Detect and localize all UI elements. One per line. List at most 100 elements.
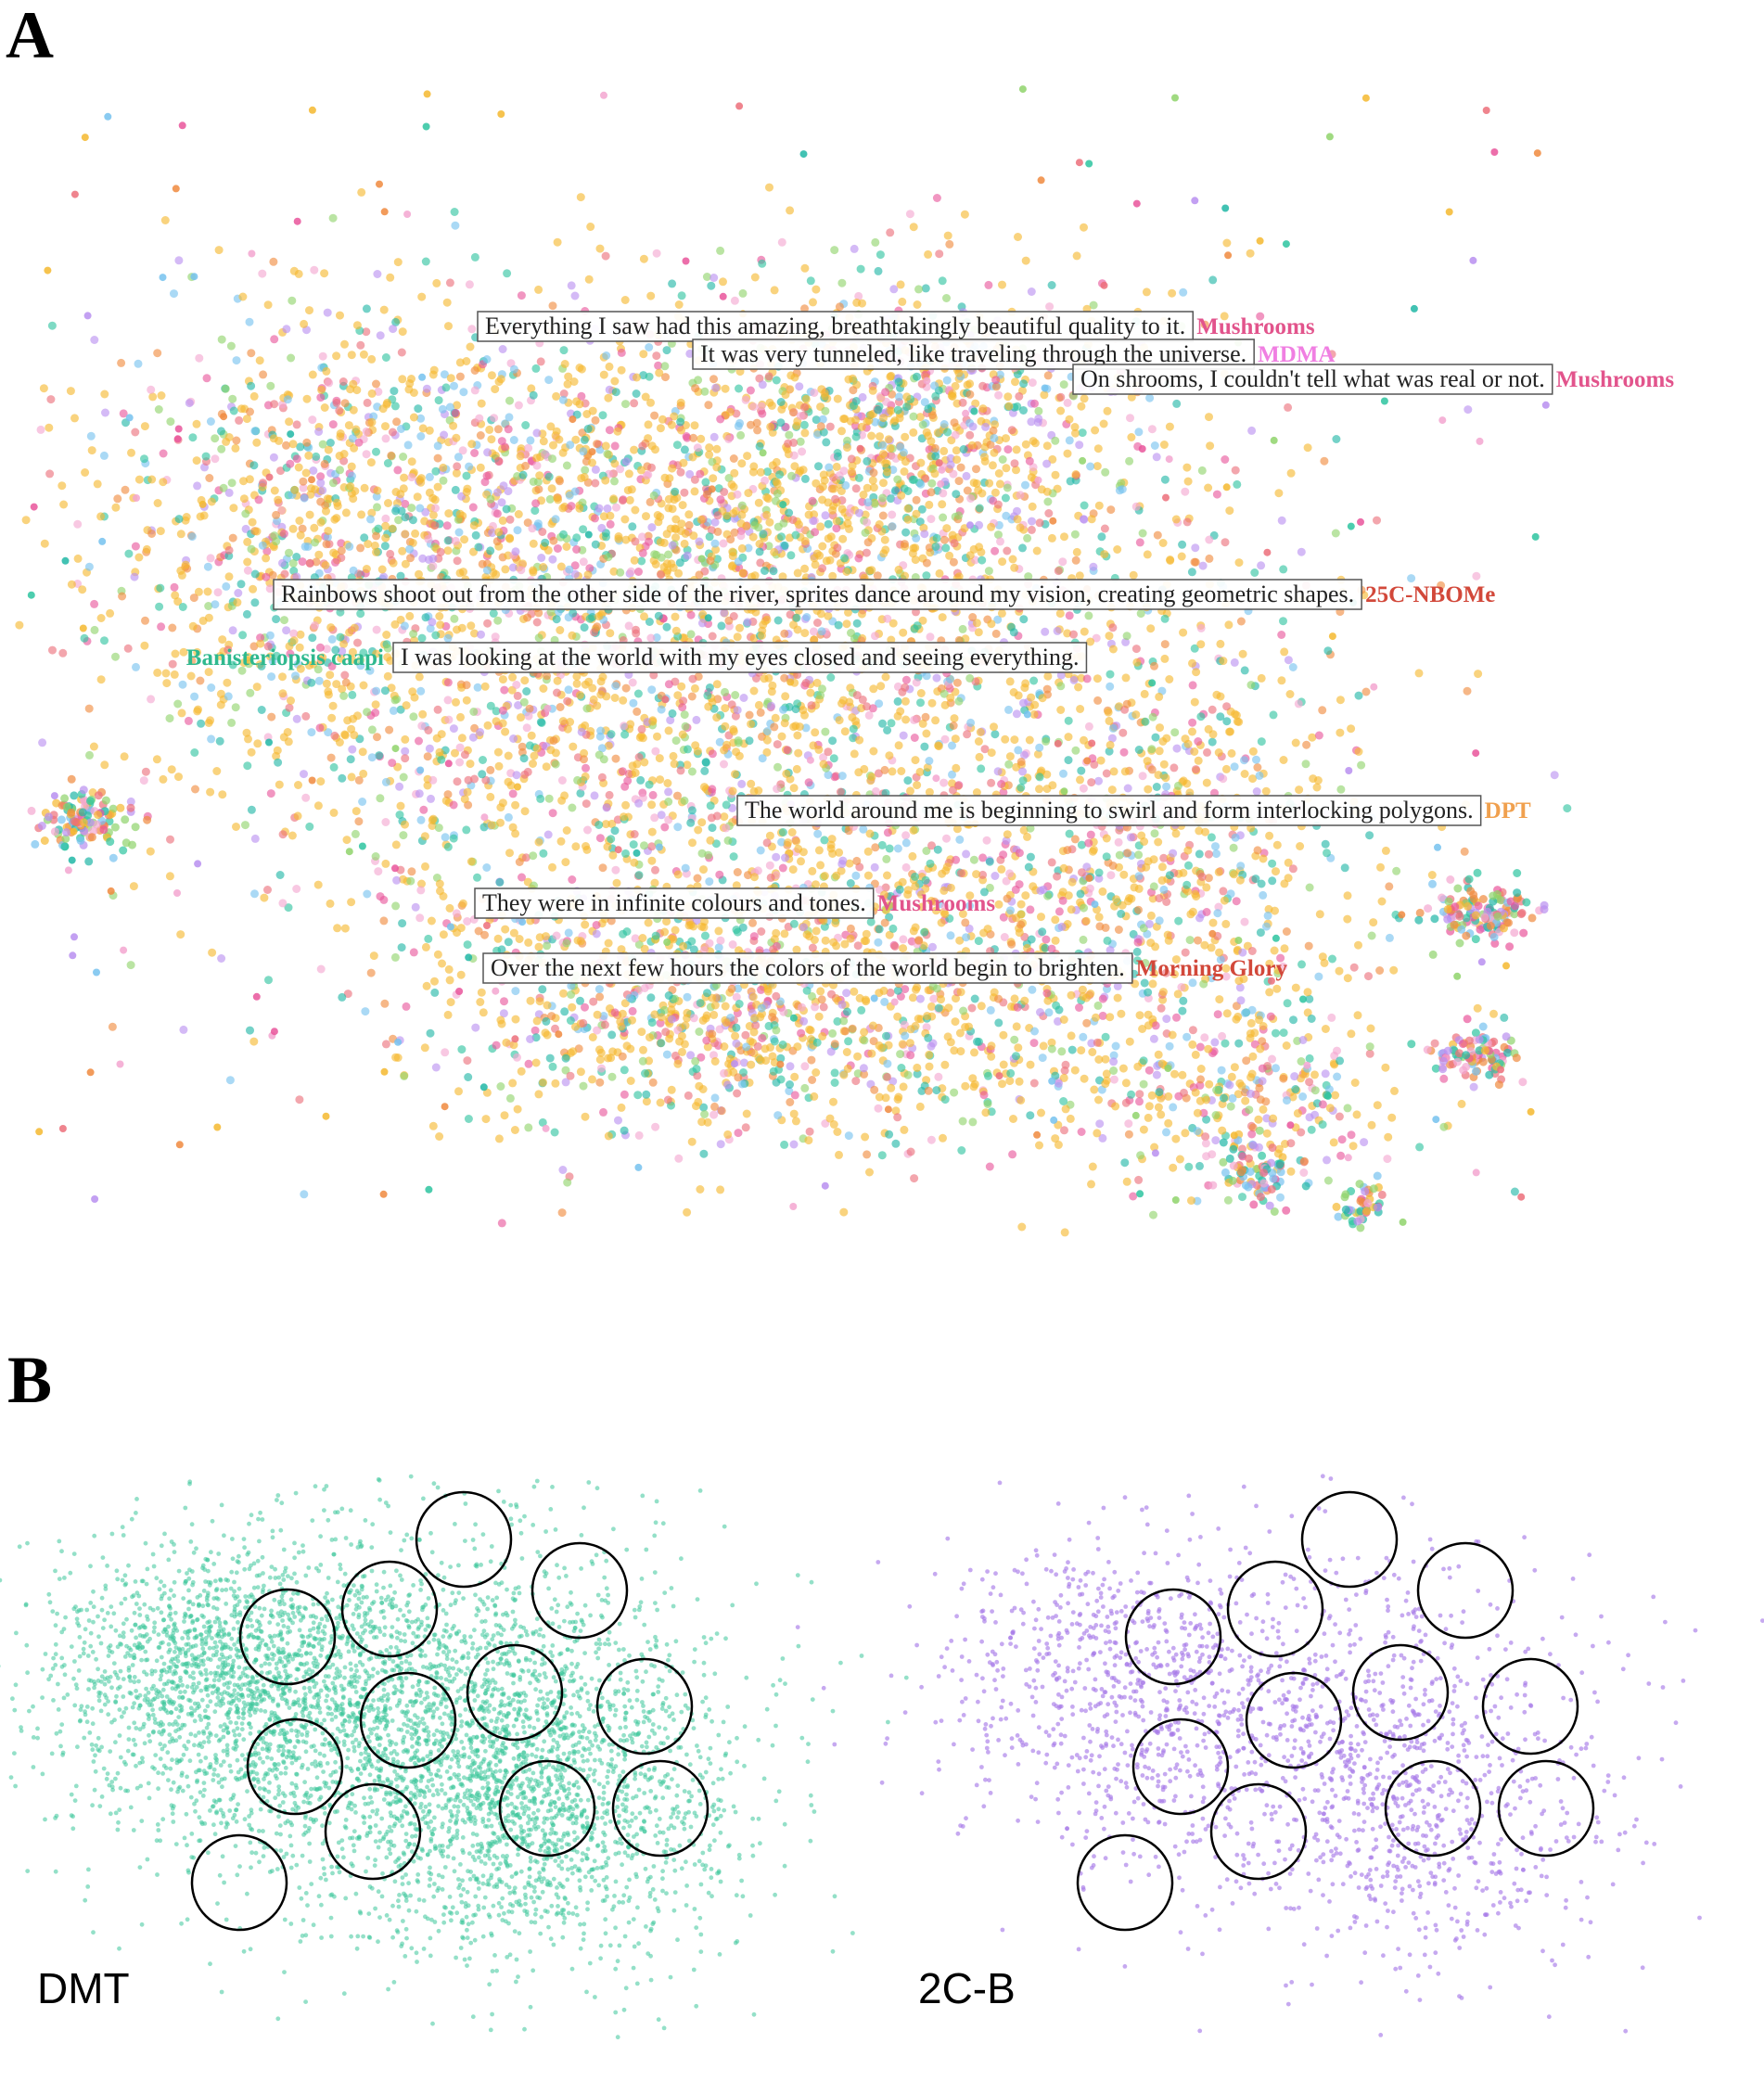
- scatter-point: [577, 364, 586, 374]
- scatter-point: [814, 1012, 824, 1021]
- scatter-point: [1023, 943, 1031, 952]
- scatter-point: [140, 641, 149, 650]
- scatter-point: [1012, 709, 1021, 719]
- scatter-point: [802, 613, 812, 621]
- scatter-point: [747, 420, 755, 429]
- scatter-point: [901, 528, 911, 537]
- scatter-point: [1052, 1001, 1061, 1010]
- scatter-point: [582, 704, 592, 713]
- scatter-point: [780, 1140, 789, 1149]
- scatter-point: [1015, 1077, 1024, 1086]
- scatter-point: [159, 449, 168, 458]
- scatter-point: [1012, 1022, 1021, 1031]
- scatter-point: [598, 411, 607, 420]
- scatter-point: [1172, 1013, 1181, 1022]
- scatter-point: [552, 931, 561, 940]
- scatter-point: [1053, 626, 1062, 635]
- scatter-point: [408, 687, 417, 696]
- scatter-point: [1012, 1052, 1020, 1061]
- scatter-point: [228, 394, 237, 403]
- scatter-point: [863, 517, 872, 527]
- scatter-point: [562, 461, 571, 470]
- scatter-point: [1108, 645, 1118, 654]
- scatter-point: [863, 1150, 872, 1159]
- scatter-point: [924, 1033, 933, 1042]
- scatter-point: [664, 504, 673, 513]
- scatter-point: [630, 445, 639, 454]
- scatter-point: [640, 612, 648, 621]
- scatter-point: [207, 734, 216, 744]
- scatter-point: [312, 452, 321, 461]
- scatter-point: [925, 1062, 934, 1071]
- scatter-point: [704, 850, 713, 860]
- scatter-point: [756, 708, 765, 717]
- scatter-point: [359, 350, 368, 359]
- scatter-point: [999, 1030, 1008, 1040]
- scatter-point: [791, 721, 800, 731]
- scatter-point: [987, 778, 996, 787]
- scatter-point: [1367, 931, 1376, 940]
- scatter-point: [1463, 686, 1472, 696]
- scatter-point: [893, 696, 902, 706]
- scatter-point: [1563, 804, 1572, 813]
- scatter-point: [720, 488, 729, 496]
- scatter-point: [575, 504, 584, 513]
- scatter-point: [464, 1115, 473, 1123]
- scatter-point: [874, 938, 883, 947]
- scatter-point: [816, 691, 825, 700]
- scatter-point: [1336, 785, 1346, 794]
- scatter-point: [1013, 515, 1022, 524]
- scatter-point: [459, 568, 467, 577]
- scatter-point: [597, 772, 607, 782]
- scatter-point: [536, 794, 545, 803]
- scatter-point: [1274, 489, 1284, 498]
- scatter-point: [170, 670, 179, 679]
- scatter-point: [500, 685, 509, 695]
- scatter-point: [1225, 506, 1234, 516]
- scatter-point: [1474, 670, 1483, 679]
- scatter-point: [96, 675, 106, 684]
- scatter-point: [897, 1064, 906, 1072]
- scatter-point: [781, 853, 789, 862]
- scatter-point: [527, 731, 536, 740]
- scatter-point: [987, 522, 996, 531]
- scatter-point: [549, 736, 558, 746]
- scatter-point: [609, 494, 619, 504]
- scatter-point: [668, 709, 677, 718]
- scatter-point: [1008, 555, 1017, 564]
- scatter-point: [851, 1077, 861, 1086]
- scatter-point: [553, 676, 562, 685]
- scatter-point: [937, 918, 946, 927]
- scatter-point: [894, 1092, 903, 1102]
- scatter-point: [662, 530, 671, 539]
- scatter-point: [636, 775, 646, 785]
- scatter-point: [715, 870, 724, 879]
- scatter-point: [444, 322, 453, 331]
- scatter-point: [285, 703, 294, 712]
- scatter-point: [794, 520, 803, 530]
- scatter-point: [1234, 1012, 1243, 1021]
- scatter-point: [1240, 770, 1249, 778]
- scatter-point: [632, 389, 641, 398]
- scatter-point: [612, 878, 621, 887]
- scatter-point: [259, 370, 268, 379]
- scatter-point: [388, 759, 397, 768]
- scatter-point: [398, 919, 407, 928]
- scatter-point: [386, 273, 395, 282]
- scatter-point: [1277, 631, 1286, 639]
- scatter-point: [519, 697, 529, 707]
- scatter-point: [621, 683, 631, 693]
- scatter-point: [915, 767, 925, 776]
- scatter-point: [671, 487, 680, 496]
- scatter-point: [512, 681, 521, 689]
- scatter-point: [431, 631, 441, 640]
- scatter-point: [541, 450, 550, 459]
- scatter-point: [839, 415, 849, 424]
- scatter-point: [738, 568, 748, 578]
- scatter-point: [816, 987, 825, 996]
- scatter-point: [1009, 1115, 1017, 1123]
- scatter-point: [242, 728, 251, 737]
- panel-b-letter: B: [7, 1343, 53, 1417]
- scatter-point: [610, 377, 620, 386]
- scatter-point: [560, 791, 569, 800]
